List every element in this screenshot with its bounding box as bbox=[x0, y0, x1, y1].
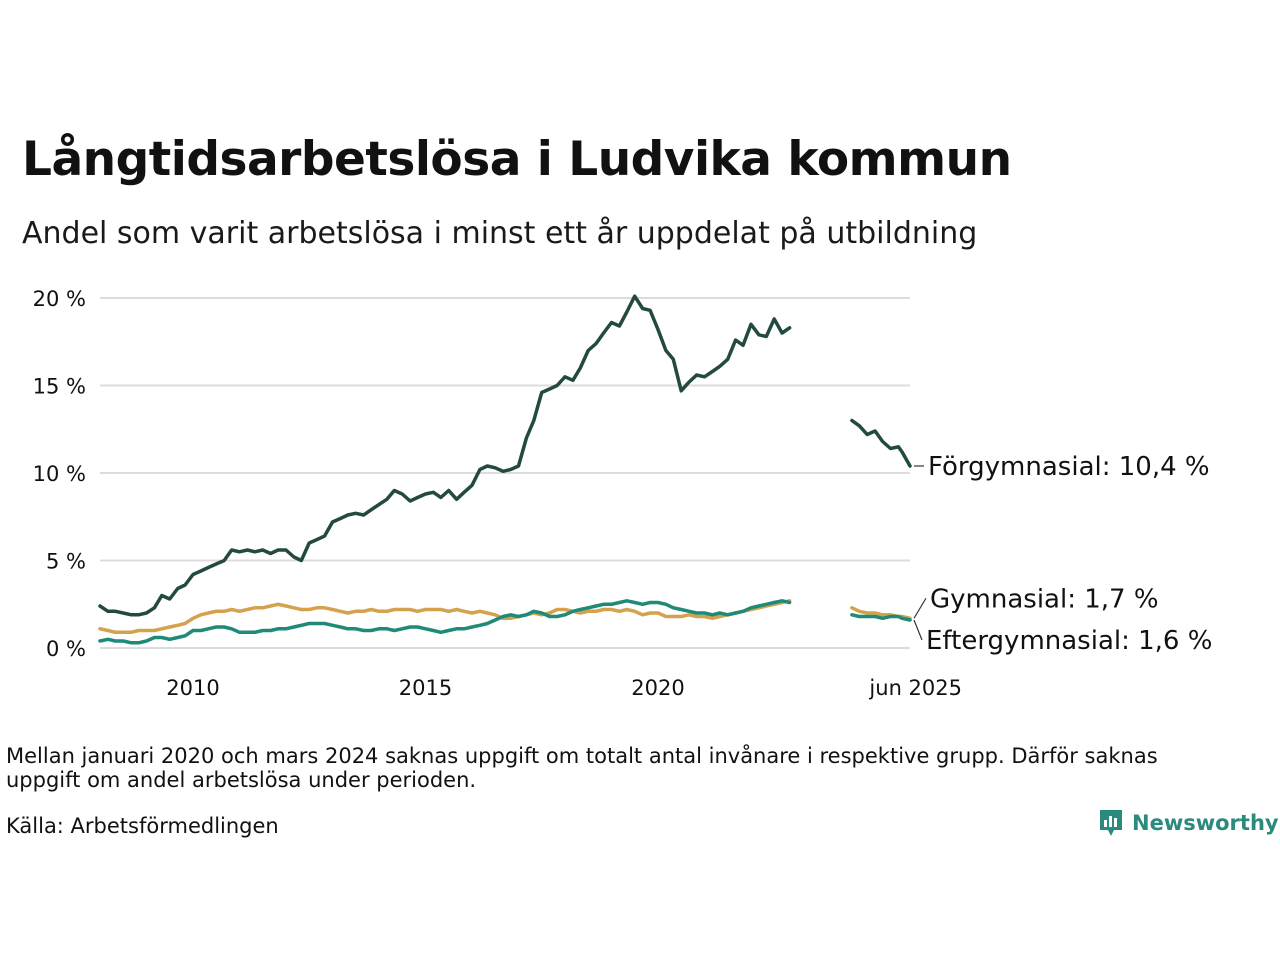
series-lines bbox=[98, 294, 912, 645]
y-tick-label: 20 % bbox=[33, 287, 86, 311]
brand-name: Newsworthy bbox=[1132, 811, 1279, 835]
y-tick-label: 15 % bbox=[33, 375, 86, 399]
end-label-eftergymnasial: Eftergymnasial: 1,6 % bbox=[926, 626, 1212, 656]
series-line-gymnasial-seg0 bbox=[98, 599, 792, 635]
x-axis-ticks: 2010 2015 2020 jun 2025 bbox=[166, 676, 962, 700]
x-tick-label: 2010 bbox=[166, 676, 219, 700]
series-line-förgymnasial-seg1 bbox=[850, 418, 912, 468]
y-tick-label: 0 % bbox=[46, 637, 86, 661]
chart-title: Långtidsarbetslösa i Ludvika kommun bbox=[22, 132, 1012, 187]
line-chart: 0 %5 %10 %15 %20 % 2010 2015 2020 jun 2025 … bbox=[33, 287, 1213, 700]
footnote: Mellan januari 2020 och mars 2024 saknas… bbox=[6, 744, 1158, 792]
series-line-eftergymnasial-seg0 bbox=[98, 599, 792, 645]
chart-subtitle: Andel som varit arbetslösa i minst ett å… bbox=[22, 216, 978, 251]
grid-lines bbox=[100, 297, 910, 649]
series-end-labels: Förgymnasial: 10,4 % Gymnasial: 1,7 % Efte… bbox=[913, 452, 1212, 656]
series-line-eftergymnasial-seg1 bbox=[850, 613, 912, 622]
end-label-förgymnasial: Förgymnasial: 10,4 % bbox=[928, 452, 1210, 482]
leader-line bbox=[913, 619, 923, 641]
y-tick-label: 10 % bbox=[33, 462, 86, 486]
newsworthy-icon bbox=[1100, 810, 1122, 836]
newsworthy-logo: Newsworthy bbox=[1098, 808, 1279, 838]
source-credit: Källa: Arbetsförmedlingen bbox=[6, 814, 279, 838]
end-label-gymnasial: Gymnasial: 1,7 % bbox=[930, 584, 1159, 614]
x-tick-label: jun 2025 bbox=[868, 676, 962, 700]
y-tick-label: 5 % bbox=[46, 550, 86, 574]
x-tick-label: 2015 bbox=[399, 676, 452, 700]
y-axis-ticks: 0 % 5 % 10 % 15 % 20 % bbox=[33, 287, 86, 661]
x-tick-label: 2020 bbox=[631, 676, 684, 700]
leader-line bbox=[913, 597, 927, 619]
series-line-förgymnasial-seg0 bbox=[98, 294, 792, 617]
